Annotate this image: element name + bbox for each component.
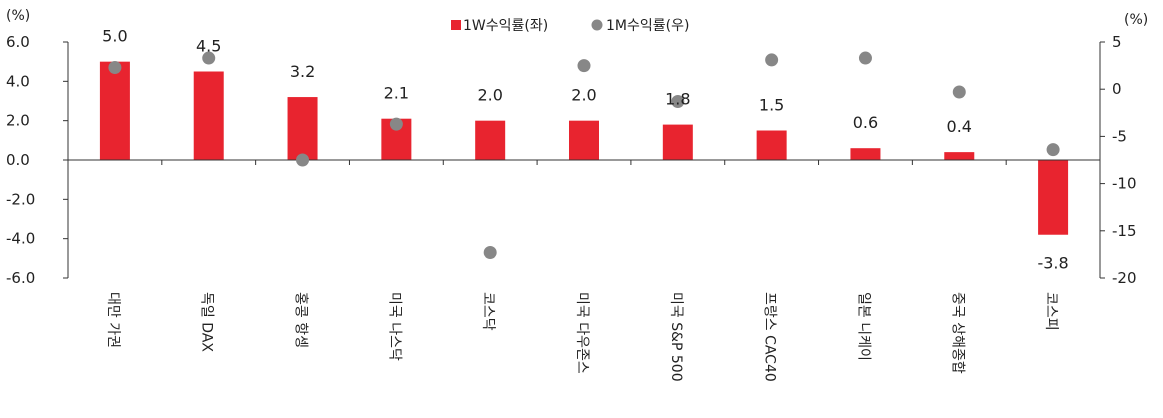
dot-3 <box>296 153 310 167</box>
bar-6 <box>569 120 599 160</box>
bar-1 <box>99 61 130 160</box>
y-left-tick-label: -6.0 <box>6 269 35 287</box>
category-label-8: 프랑스 CAC40 <box>762 292 778 382</box>
y-right-tick-label: -20 <box>1112 269 1137 287</box>
bar-value-label-7: 1.8 <box>665 90 690 109</box>
bar-value-label-9: 0.6 <box>853 113 878 132</box>
bar-value-label-1: 5.0 <box>102 27 127 46</box>
y-left-tick-label: 0.0 <box>6 151 30 169</box>
category-label-10: 중국 상해종합 <box>949 292 965 374</box>
bar-2 <box>193 71 224 160</box>
category-label-4: 미국 나스닥 <box>386 292 402 361</box>
bar-value-label-2: 4.5 <box>196 37 221 56</box>
dot-4 <box>389 117 403 131</box>
dot-2 <box>202 51 216 65</box>
dot-5 <box>483 246 497 260</box>
bar-value-label-5: 2.0 <box>477 86 502 105</box>
category-label-1: 대만 가권 <box>105 292 121 348</box>
legend-label-1m: 1M수익률(우) <box>606 18 689 34</box>
category-label-11: 코스피 <box>1043 292 1059 331</box>
dot-10 <box>952 85 966 99</box>
bar-value-label-6: 2.0 <box>571 86 596 105</box>
bar-value-label-3: 3.2 <box>290 62 315 81</box>
category-label-7: 미국 S&P 500 <box>668 292 684 382</box>
category-label-5: 코스닥 <box>480 292 496 331</box>
category-label-9: 일본 니케이 <box>855 292 871 361</box>
bar-9 <box>850 148 881 160</box>
y-right-tick-label: 5 <box>1112 33 1122 51</box>
category-label-3: 홍콩 항셍 <box>293 292 309 348</box>
y-left-tick-label: 2.0 <box>6 112 30 130</box>
bar-10 <box>944 152 975 160</box>
y-right-tick-label: 0 <box>1112 80 1122 98</box>
y-right-tick-label: -10 <box>1112 175 1137 193</box>
bar-value-label-11: -3.8 <box>1037 254 1068 273</box>
category-label-6: 미국 다우존스 <box>574 292 590 374</box>
bar-8 <box>756 130 787 160</box>
y-left-tick-label: -2.0 <box>6 190 35 208</box>
dot-11 <box>1046 143 1060 157</box>
y-right-tick-label: -5 <box>1112 127 1127 145</box>
y-right-tick-label: -15 <box>1112 222 1137 240</box>
y-left-tick-label: -4.0 <box>6 230 35 248</box>
bar-7 <box>662 124 693 160</box>
dot-8 <box>765 53 779 67</box>
y-right-unit: (%) <box>1124 12 1148 28</box>
dot-9 <box>858 51 872 65</box>
bar-value-label-10: 0.4 <box>947 117 972 136</box>
dot-6 <box>577 59 591 73</box>
dot-7 <box>671 94 685 108</box>
legend-swatch-1w <box>451 20 461 30</box>
y-left-unit: (%) <box>6 8 30 24</box>
bar-value-label-4: 2.1 <box>384 84 409 103</box>
legend-swatch-1m <box>591 19 603 31</box>
bar-5 <box>475 120 506 160</box>
dot-1 <box>108 60 122 74</box>
y-left-tick-label: 4.0 <box>6 72 30 90</box>
bar-3 <box>287 97 318 160</box>
category-label-2: 독일 DAX <box>199 292 215 352</box>
legend-label-1w: 1W수익률(좌) <box>463 18 548 34</box>
bar-value-label-8: 1.5 <box>759 96 784 115</box>
bar-11 <box>1038 160 1069 235</box>
y-left-tick-label: 6.0 <box>6 33 30 51</box>
